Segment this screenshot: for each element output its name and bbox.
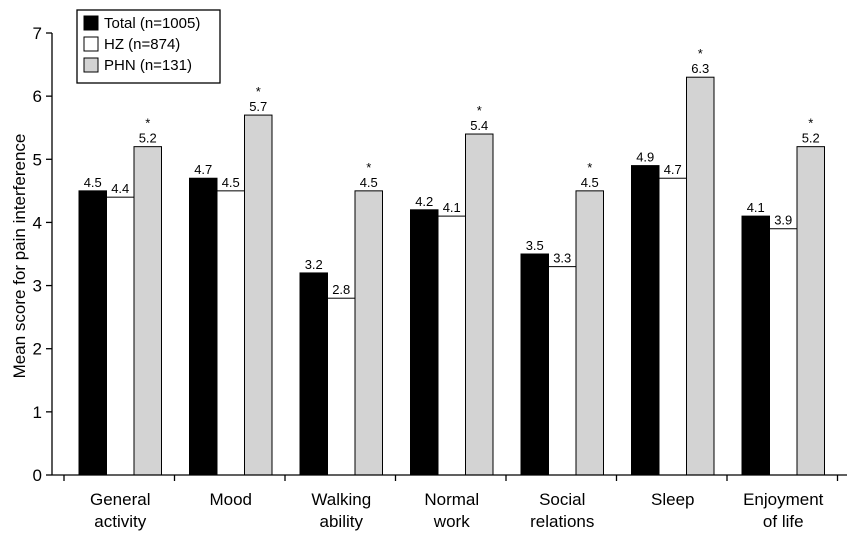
bar — [133, 146, 162, 476]
significance-marker: * — [477, 103, 482, 118]
legend-swatch — [83, 36, 99, 52]
bar-value-label: 4.5 — [581, 175, 599, 190]
y-tick-label: 4 — [33, 213, 42, 232]
bar-value-label: 5.2 — [139, 131, 157, 146]
bar-value-label: 3.9 — [774, 213, 792, 228]
bar — [520, 253, 549, 476]
y-tick-label: 1 — [33, 403, 42, 422]
significance-marker: * — [587, 160, 592, 175]
x-tick-label: Enjoyment of life — [743, 490, 824, 531]
bar-value-label: 5.7 — [249, 99, 267, 114]
y-tick-label: 5 — [33, 150, 42, 169]
bar — [631, 165, 660, 476]
bar — [437, 215, 466, 476]
y-tick-label: 0 — [33, 466, 42, 485]
bar-value-label: 3.2 — [305, 257, 323, 272]
bar-value-label: 4.7 — [194, 162, 212, 177]
x-tick-label: Normal work — [424, 490, 479, 531]
bar-value-label: 4.1 — [747, 200, 765, 215]
x-tick-label: General activity — [90, 490, 150, 531]
bar — [741, 215, 770, 476]
bar — [327, 297, 356, 476]
bar — [106, 196, 135, 476]
bar-value-label: 5.4 — [470, 118, 488, 133]
y-tick-label: 3 — [33, 277, 42, 296]
bar-value-label: 4.5 — [222, 175, 240, 190]
legend-swatch — [83, 15, 99, 31]
bar — [354, 190, 383, 476]
bar-value-label: 4.5 — [360, 175, 378, 190]
bars: 4.5 4.7 3.2 4.2 3.5 4.9 4.1 4.4 4.5 2.8 4.1 3.3 4.7 3… — [78, 46, 825, 476]
bar-value-label: 6.3 — [691, 61, 709, 76]
x-tick-label: Social relations — [530, 490, 594, 531]
bar — [796, 146, 825, 476]
y-axis: 0 1 2 3 4 5 6 7 — [33, 24, 53, 485]
bar-value-label: 5.2 — [802, 131, 820, 146]
bar-value-label: 2.8 — [332, 282, 350, 297]
legend: Total (n=1005) HZ (n=874) PHN (n=131) — [76, 9, 221, 84]
legend-label: Total (n=1005) — [104, 15, 200, 32]
legend-label: PHN (n=131) — [104, 57, 192, 74]
bar — [575, 190, 604, 476]
bar — [299, 272, 328, 476]
significance-marker: * — [808, 116, 813, 131]
bar-value-label: 4.9 — [636, 150, 654, 165]
bar — [78, 190, 107, 476]
y-tick-label: 7 — [33, 24, 42, 43]
bar — [410, 209, 439, 476]
x-tick-label: Sleep — [651, 490, 694, 509]
bar-value-label: 3.5 — [526, 238, 544, 253]
bar-value-label: 4.7 — [664, 162, 682, 177]
bar — [465, 133, 494, 476]
bar-value-label: 4.1 — [443, 200, 461, 215]
x-tick-label: Walking ability — [311, 490, 371, 531]
bar-value-label: 4.4 — [111, 181, 129, 196]
legend-swatch — [83, 57, 99, 73]
bar — [244, 114, 273, 476]
bar — [658, 177, 687, 476]
y-tick-label: 2 — [33, 340, 42, 359]
legend-label: HZ (n=874) — [104, 36, 180, 53]
x-axis: General activity Mood Walking ability Normal w… — [52, 474, 847, 531]
significance-marker: * — [145, 116, 150, 131]
bar-value-label: 4.5 — [84, 175, 102, 190]
bar — [686, 76, 715, 476]
x-tick-label: Mood — [209, 490, 252, 509]
bar — [548, 266, 577, 476]
bar — [216, 190, 245, 476]
legend-box — [76, 9, 221, 84]
significance-marker: * — [256, 84, 261, 99]
bar-value-label: 4.2 — [415, 194, 433, 209]
y-tick-label: 6 — [33, 87, 42, 106]
bar — [769, 228, 798, 476]
y-axis-label: Mean score for pain interference — [10, 134, 29, 379]
bar-value-label: 3.3 — [553, 251, 571, 266]
bar — [189, 177, 218, 476]
significance-marker: * — [366, 160, 371, 175]
significance-marker: * — [698, 46, 703, 61]
